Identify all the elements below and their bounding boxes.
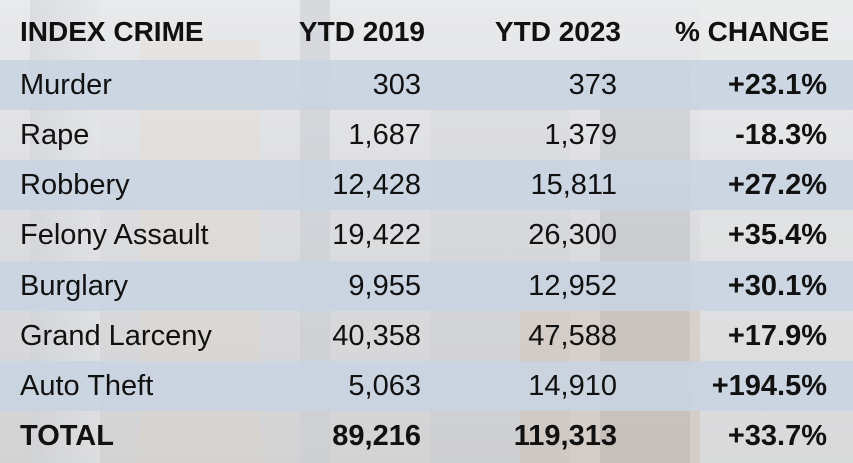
row-percent-change: +30.1% [727,270,827,302]
row-ytd-2019: 9,955 [348,270,421,302]
table-row-murder: Murder 303 373 +23.1% [0,60,853,110]
total-ytd-2023: 119,313 [513,420,617,452]
row-label: Felony Assault [20,219,209,251]
row-percent-change: +23.1% [727,69,827,101]
header-ytd-2019: YTD 2019 [298,16,425,47]
row-label: Murder [20,69,112,101]
row-percent-change: +27.2% [727,169,827,201]
row-ytd-2023: 1,379 [544,119,617,151]
row-label: Grand Larceny [20,320,212,352]
table-row-rape: Rape 1,687 1,379 -18.3% [0,110,853,160]
row-ytd-2019: 1,687 [348,119,421,151]
table-row-burglary: Burglary 9,955 12,952 +30.1% [0,261,853,311]
row-label: Rape [20,119,90,151]
row-percent-change: -18.3% [735,119,827,151]
row-ytd-2019: 5,063 [348,370,421,402]
row-ytd-2023: 47,588 [528,320,617,352]
row-label: Burglary [20,270,128,302]
row-percent-change: +194.5% [711,370,827,402]
row-ytd-2023: 15,811 [530,169,617,201]
table-row-felony-assault: Felony Assault 19,422 26,300 +35.4% [0,210,853,260]
table-row-auto-theft: Auto Theft 5,063 14,910 +194.5% [0,361,853,411]
row-ytd-2023: 14,910 [528,370,617,402]
row-label: Robbery [20,169,130,201]
row-ytd-2019: 303 [372,69,421,101]
row-label: Auto Theft [20,370,154,402]
header-index-crime: INDEX CRIME [20,16,204,47]
row-ytd-2019: 12,428 [332,169,421,201]
row-ytd-2023: 373 [568,69,617,101]
table-row-robbery: Robbery 12,428 15,811 +27.2% [0,160,853,210]
row-ytd-2019: 19,422 [332,219,421,251]
table-header-row: INDEX CRIME YTD 2019 YTD 2023 % CHANGE [0,7,853,57]
total-percent-change: +33.7% [727,420,827,452]
row-percent-change: +35.4% [727,219,827,251]
header-ytd-2023: YTD 2023 [494,16,621,47]
total-label: TOTAL [20,420,114,452]
row-percent-change: +17.9% [727,320,827,352]
table-row-grand-larceny: Grand Larceny 40,358 47,588 +17.9% [0,311,853,361]
row-ytd-2023: 12,952 [528,270,617,302]
row-ytd-2019: 40,358 [332,320,421,352]
total-ytd-2019: 89,216 [332,420,421,452]
table-row-total: TOTAL 89,216 119,313 +33.7% [0,411,853,461]
row-ytd-2023: 26,300 [528,219,617,251]
header-percent-change: % CHANGE [674,16,829,47]
